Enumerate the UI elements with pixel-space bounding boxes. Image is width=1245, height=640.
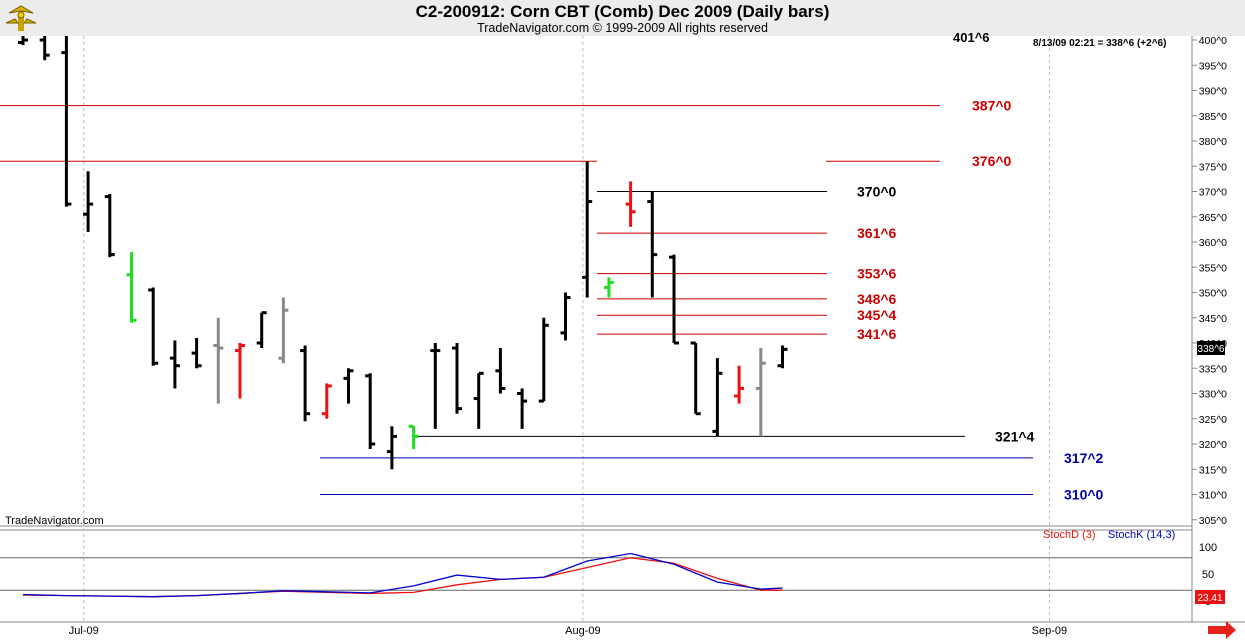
- vertical-gridlines: [83, 36, 1050, 622]
- trade-navigator-logo-icon: [5, 5, 37, 31]
- scroll-right-arrow-icon[interactable]: [1208, 621, 1236, 639]
- y-tick-label-7: 365^0: [1199, 212, 1227, 224]
- level-label-6: 345^4: [857, 307, 897, 323]
- y-tick-label-5: 375^0: [1199, 161, 1227, 173]
- stoch-series-1: [22, 552, 783, 598]
- y-tick-label-17: 315^0: [1199, 464, 1227, 476]
- level-label-1: 376^0: [972, 153, 1012, 169]
- x-axis-ticks: Jul-09 Aug-09 Sep-09: [69, 625, 1067, 637]
- stoch-last-value: 23.41: [1197, 593, 1222, 604]
- top-level-label-cut: 401^6: [953, 30, 990, 45]
- y-tick-label-19: 305^0: [1199, 515, 1227, 527]
- stoch-d-legend: StochD (3): [1043, 529, 1096, 541]
- level-label-4: 353^6: [857, 266, 897, 282]
- x-tick-label-2: Sep-09: [1032, 625, 1067, 637]
- stoch-last-value-box: [1195, 590, 1225, 604]
- y-tick-label-0: 400^0: [1199, 35, 1227, 47]
- level-label-3: 361^6: [857, 225, 897, 241]
- y-tick-label-2: 390^0: [1199, 86, 1227, 98]
- level-label-0: 387^0: [972, 98, 1012, 114]
- y-tick-label-16: 320^0: [1199, 439, 1227, 451]
- stoch-y-tick-0: 100: [1199, 542, 1217, 554]
- y-tick-label-9: 355^0: [1199, 262, 1227, 274]
- x-tick-label-0: Jul-09: [69, 625, 99, 637]
- stoch-y-tick-1: 50: [1202, 569, 1214, 581]
- stoch-k-legend: StochK (14,3): [1108, 529, 1175, 541]
- stoch-series-0: [22, 557, 783, 598]
- stochastic-panel: 100500: [0, 542, 1217, 608]
- x-tick-label-1: Aug-09: [565, 625, 600, 637]
- y-tick-label-1: 395^0: [1199, 60, 1227, 72]
- chart-title: C2-200912: Corn CBT (Comb) Dec 2009 (Dai…: [415, 2, 830, 21]
- y-tick-label-8: 360^0: [1199, 237, 1227, 249]
- y-tick-label-13: 335^0: [1199, 363, 1227, 375]
- y-tick-label-15: 325^0: [1199, 414, 1227, 426]
- ohlc-bars: [18, 36, 788, 470]
- y-tick-label-11: 345^0: [1199, 313, 1227, 325]
- level-label-8: 321^4: [995, 428, 1035, 444]
- y-tick-label-4: 380^0: [1199, 136, 1227, 148]
- chart-header: C2-200912: Corn CBT (Comb) Dec 2009 (Dai…: [0, 0, 1245, 36]
- last-quote-label: 8/13/09 02:21 = 338^6 (+2^6): [1033, 38, 1166, 49]
- current-price-box: [1197, 341, 1225, 355]
- y-tick-label-10: 350^0: [1199, 288, 1227, 300]
- level-label-7: 341^6: [857, 326, 897, 342]
- watermark: TradeNavigator.com: [5, 515, 104, 527]
- y-tick-label-6: 370^0: [1199, 187, 1227, 199]
- level-label-2: 370^0: [857, 184, 897, 200]
- y-axis-ticks: 400^0 395^0 390^0 385^0 380^0 375^0 370^0 365^0…: [1192, 35, 1227, 527]
- level-label-5: 348^6: [857, 291, 897, 307]
- y-tick-label-14: 330^0: [1199, 389, 1227, 401]
- y-tick-label-3: 385^0: [1199, 111, 1227, 123]
- y-tick-label-18: 310^0: [1199, 490, 1227, 502]
- chart-subtitle: TradeNavigator.com © 1999-2009 All right…: [477, 21, 768, 35]
- level-label-10: 310^0: [1064, 487, 1104, 503]
- current-price-label: 338^6: [1198, 344, 1225, 355]
- level-label-9: 317^2: [1064, 450, 1104, 466]
